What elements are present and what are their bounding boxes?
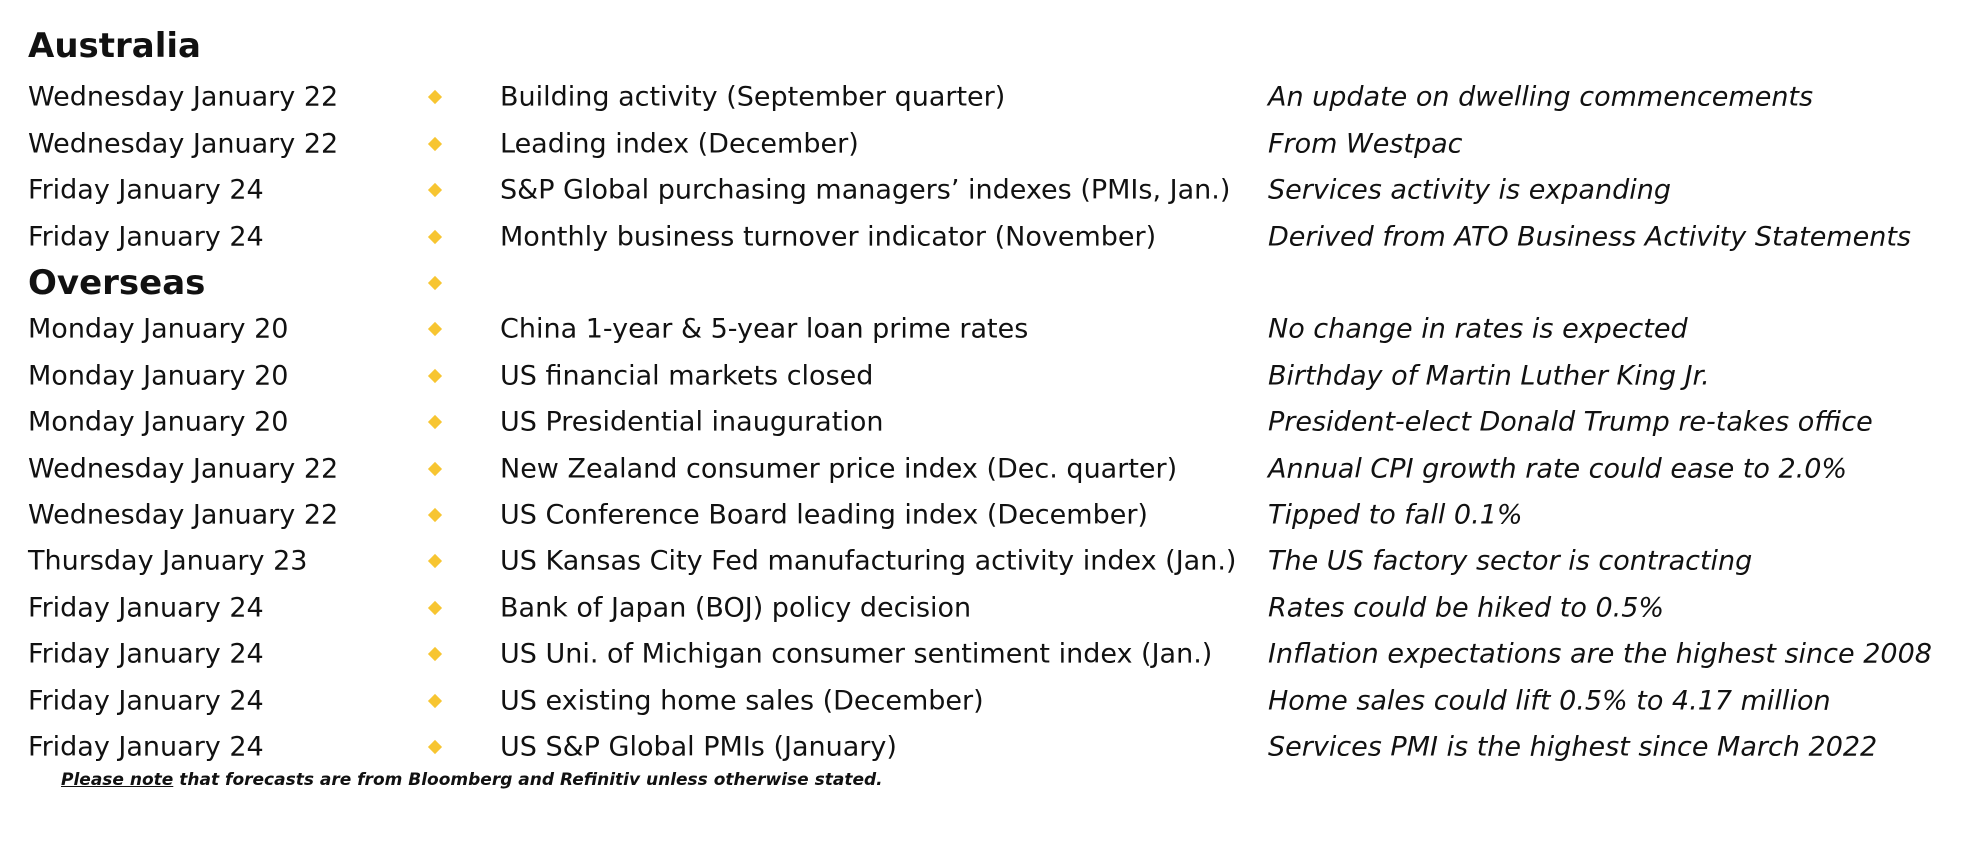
event-date: Friday January 24 <box>28 221 264 253</box>
event-row: Friday January 24 US existing home sales … <box>0 678 1974 724</box>
event-row: Monday January 20 China 1-year & 5-year l… <box>0 306 1974 352</box>
event-note: Tipped to fall 0.1% <box>1268 499 1523 531</box>
bullet <box>427 600 443 615</box>
bullet <box>427 322 443 337</box>
event-note: Services activity is expanding <box>1268 174 1671 206</box>
event-row: Monday January 20 US Presidential inaugur… <box>0 399 1974 445</box>
bullet <box>427 739 443 755</box>
event-row: Friday January 24 Bank of Japan (BOJ) pol… <box>0 585 1974 631</box>
event-date: Wednesday January 22 <box>28 453 339 485</box>
event-date: Monday January 20 <box>28 406 289 438</box>
event-row: Thursday January 23 US Kansas City Fed ma… <box>0 538 1974 584</box>
event-date: Wednesday January 22 <box>28 499 339 531</box>
event-row: Wednesday January 22 Leading index (Decem… <box>0 121 1974 167</box>
bullet <box>427 461 443 476</box>
section-title: Australia <box>28 25 201 66</box>
event-name: Bank of Japan (BOJ) policy decision <box>500 592 972 624</box>
event-name: US Conference Board leading index (Decem… <box>500 499 1148 531</box>
event-name: Leading index (December) <box>500 128 859 160</box>
event-note: Annual CPI growth rate could ease to 2.0… <box>1268 453 1848 485</box>
bullet <box>427 183 443 198</box>
event-date: Friday January 24 <box>28 592 264 624</box>
bullet <box>427 275 443 291</box>
event-note: From Westpac <box>1268 128 1463 160</box>
event-date: Friday January 24 <box>28 731 264 763</box>
event-date: Monday January 20 <box>28 360 289 392</box>
event-date: Friday January 24 <box>28 638 264 670</box>
event-name: US Presidential inauguration <box>500 406 884 438</box>
event-date: Wednesday January 22 <box>28 81 339 113</box>
event-row: Friday January 24 US S&P Global PMIs (Jan… <box>0 724 1974 770</box>
event-note: Inflation expectations are the highest s… <box>1268 638 1932 670</box>
bullet <box>427 507 443 523</box>
event-note: Rates could be hiked to 0.5% <box>1268 592 1665 624</box>
section-header-row: Australia <box>0 23 1974 69</box>
section-header-row: Overseas <box>0 260 1974 306</box>
section-title: Overseas <box>28 263 206 303</box>
bullet <box>427 368 443 383</box>
event-note: Birthday of Martin Luther King Jr. <box>1268 360 1710 392</box>
event-name: S&P Global purchasing managers’ indexes … <box>500 174 1231 206</box>
event-date: Wednesday January 22 <box>28 128 339 160</box>
event-name: Building activity (September quarter) <box>500 81 1006 113</box>
bullet <box>427 554 443 569</box>
event-name: Monthly business turnover indicator (Nov… <box>500 221 1157 253</box>
event-name: US Kansas City Fed manufacturing activit… <box>500 545 1237 577</box>
event-name: US Uni. of Michigan consumer sentiment i… <box>500 638 1213 670</box>
event-name: US existing home sales (December) <box>500 685 984 717</box>
bullet <box>427 693 443 708</box>
event-name: New Zealand consumer price index (Dec. q… <box>500 453 1178 485</box>
event-row: Wednesday January 22 New Zealand consumer… <box>0 446 1974 492</box>
event-note: The US factory sector is contracting <box>1268 545 1753 577</box>
event-row: Friday January 24 US Uni. of Michigan con… <box>0 631 1974 677</box>
event-name: US S&P Global PMIs (January) <box>500 731 897 763</box>
event-name: US financial markets closed <box>500 360 874 392</box>
event-row: Wednesday January 22 Building activity (S… <box>0 74 1974 120</box>
bullet <box>427 90 443 105</box>
event-note: President-elect Donald Trump re-takes of… <box>1268 406 1873 438</box>
event-row: Friday January 24 S&P Global purchasing m… <box>0 167 1974 213</box>
event-note: No change in rates is expected <box>1268 313 1688 345</box>
bullet <box>427 136 443 151</box>
event-note: Derived from ATO Business Activity State… <box>1268 221 1911 253</box>
footnote-text: that forecasts are from Bloomberg and Re… <box>179 770 883 790</box>
event-row: Monday January 20 US financial markets cl… <box>0 353 1974 399</box>
footnote-emphasis: Please note <box>61 770 174 790</box>
event-date: Friday January 24 <box>28 174 264 206</box>
event-date: Friday January 24 <box>28 685 264 717</box>
bullet <box>427 647 443 662</box>
footnote: Please note that forecasts are from Bloom… <box>61 770 883 790</box>
event-date: Thursday January 23 <box>28 545 308 577</box>
event-note: An update on dwelling commencements <box>1268 81 1814 113</box>
bullet <box>427 415 443 430</box>
bullet <box>427 229 443 244</box>
event-note: Services PMI is the highest since March … <box>1268 731 1878 763</box>
event-name: China 1-year & 5-year loan prime rates <box>500 313 1029 345</box>
event-note: Home sales could lift 0.5% to 4.17 milli… <box>1268 685 1831 717</box>
event-date: Monday January 20 <box>28 313 289 345</box>
event-row: Friday January 24 Monthly business turnov… <box>0 214 1974 260</box>
event-row: Wednesday January 22 US Conference Board … <box>0 492 1974 538</box>
